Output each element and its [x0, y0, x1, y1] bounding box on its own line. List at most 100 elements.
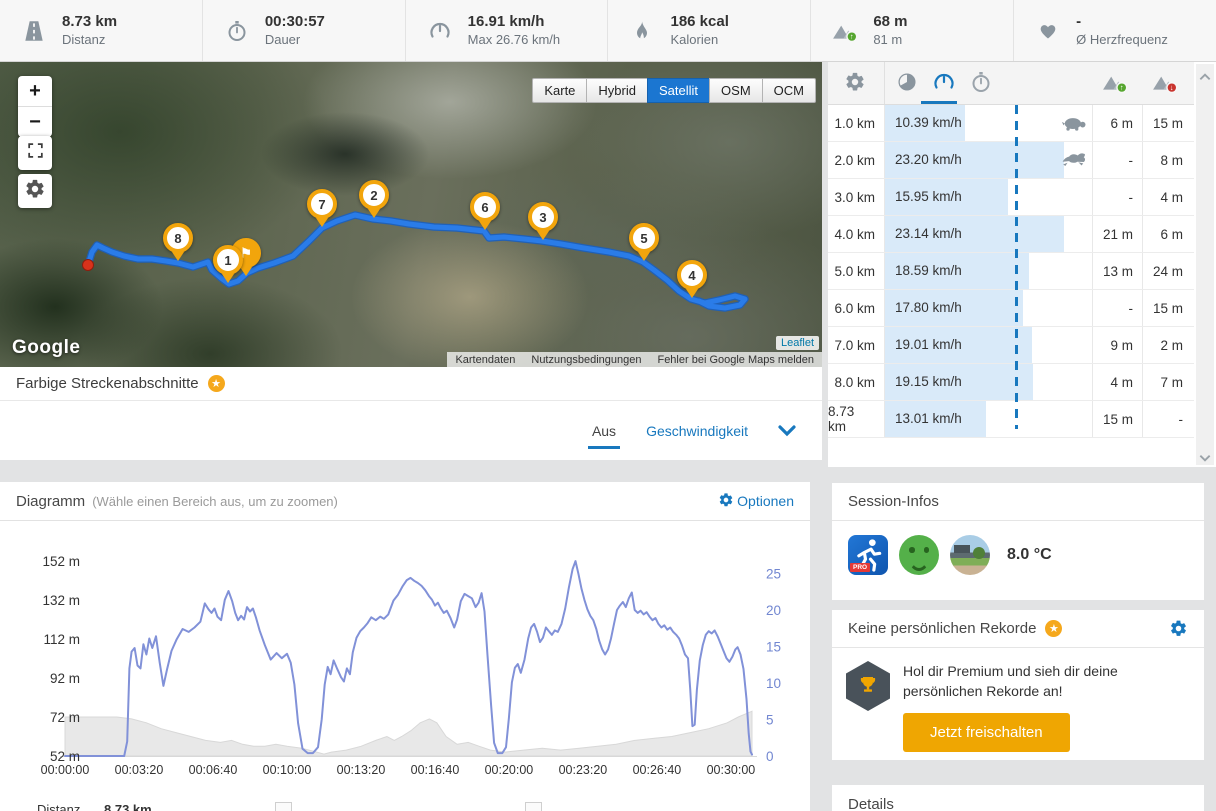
split-speed-value: 18.59 km/h — [895, 263, 962, 278]
km-marker-2[interactable]: 2 — [359, 180, 389, 220]
gear-icon[interactable] — [844, 71, 866, 98]
split-speed-value: 23.14 km/h — [895, 226, 962, 241]
map-zoom-control: + − — [18, 76, 52, 137]
svg-text:152 m: 152 m — [42, 554, 80, 569]
km-marker-label: 5 — [629, 223, 659, 253]
split-speed-bar — [885, 290, 1023, 326]
km-marker-label: 4 — [677, 260, 707, 290]
marker-tail — [638, 252, 650, 261]
svg-text:10: 10 — [766, 676, 781, 691]
active-tab-underline — [587, 445, 621, 449]
elevation-loss-column-icon: ↓ — [1152, 70, 1178, 99]
stat-text: 68 m 81 m — [873, 13, 907, 48]
svg-text:00:26:40: 00:26:40 — [633, 763, 682, 777]
tab-aus[interactable]: Aus — [587, 422, 621, 449]
split-speed-cell: 10.39 km/h — [884, 105, 1092, 141]
split-row-6.0: 6.0 km 17.80 km/h -15 m — [828, 290, 1194, 327]
km-marker-3[interactable]: 3 — [528, 202, 558, 242]
km-marker-8[interactable]: 8 — [163, 223, 193, 263]
stat-value: 00:30:57 — [264, 13, 325, 30]
route-polyline — [84, 211, 749, 312]
map-attribution: Kartendaten Nutzungsbedingungen Fehler bei… — [447, 352, 822, 367]
records-body: Hol dir Premium und sieh dir deine persö… — [832, 648, 1204, 752]
attribution-fehler-melden[interactable]: Fehler bei Google Maps melden — [657, 353, 814, 366]
svg-text:00:00:00: 00:00:00 — [41, 763, 90, 777]
activity-chart[interactable]: 152 m 132 m 112 m 92 m 72 m 52 m 25 20 15 10 5 0 00:… — [0, 482, 810, 811]
split-speed-bar — [885, 401, 986, 437]
svg-text:00:03:20: 00:03:20 — [115, 763, 164, 777]
scroll-down-icon[interactable] — [1198, 450, 1212, 462]
speed-toggle[interactable] — [929, 70, 959, 98]
split-speed-cell: 13.01 km/h — [884, 401, 1092, 437]
svg-text:72 m: 72 m — [50, 710, 80, 725]
legend-checkbox-2[interactable] — [525, 802, 542, 811]
fullscreen-button[interactable] — [18, 136, 52, 170]
split-speed-value: 19.15 km/h — [895, 374, 962, 389]
layer-button-satellit[interactable]: Satellit — [647, 78, 711, 103]
runtastic-pro-app-icon[interactable]: PRO — [848, 535, 888, 575]
split-speed-value: 17.80 km/h — [895, 300, 962, 315]
svg-text:5: 5 — [766, 713, 774, 728]
split-speed-bar — [885, 364, 1034, 400]
road-icon — [20, 17, 48, 45]
layer-button-osm[interactable]: OSM — [709, 78, 763, 103]
colored-segments-header: Farbige Streckenabschnitte — [0, 367, 822, 401]
layer-button-ocm[interactable]: OCM — [761, 78, 816, 103]
stat-cell-kalorien: 186 kcal Kalorien — [607, 0, 810, 61]
splits-scrollbar[interactable] — [1196, 64, 1214, 465]
average-speed-line — [1015, 105, 1018, 429]
mood-happy-icon[interactable] — [899, 535, 939, 575]
km-marker-5[interactable]: 5 — [629, 223, 659, 263]
surface-park-icon[interactable] — [950, 535, 990, 575]
diagram-header: Diagramm (Wähle einen Bereich aus, um zu… — [0, 482, 810, 521]
turtle-icon — [1061, 113, 1087, 136]
records-title: Keine persönlichen Rekorde — [848, 620, 1037, 637]
zoom-out-button[interactable]: − — [18, 106, 52, 137]
km-marker-6[interactable]: 6 — [470, 192, 500, 232]
elevation-gain-icon: ↑ — [831, 17, 859, 45]
diagram-panel: 152 m 132 m 112 m 92 m 72 m 52 m 25 20 15 10 5 0 00:… — [0, 482, 810, 811]
details-panel: Details — [832, 785, 1204, 811]
speedometer-icon — [426, 17, 454, 45]
options-button[interactable]: Optionen — [718, 492, 794, 511]
marker-tail — [368, 209, 380, 218]
stat-cell-max-26-76-km-h: 16.91 km/h Max 26.76 km/h — [404, 0, 608, 61]
split-descent: 4 m — [1142, 179, 1192, 215]
legend-checkbox-1[interactable] — [275, 802, 292, 811]
tab-geschwindigkeit[interactable]: Geschwindigkeit — [646, 422, 748, 439]
split-speed-value: 23.20 km/h — [895, 152, 962, 167]
summary-stat-bar: 8.73 km Distanz 00:30:57 Dauer 16.91 km/h Max… — [0, 0, 1216, 62]
km-marker-1[interactable]: 1 — [213, 245, 243, 285]
stat-label: Max 26.76 km/h — [467, 31, 561, 47]
km-marker-7[interactable]: 7 — [307, 189, 337, 229]
duration-toggle[interactable] — [966, 70, 996, 98]
layer-button-karte[interactable]: Karte — [532, 78, 588, 103]
stat-value: 8.73 km — [62, 13, 118, 30]
km-marker-4[interactable]: 4 — [677, 260, 707, 300]
chevron-down-icon[interactable] — [778, 424, 796, 437]
split-descent: 8 m — [1142, 142, 1192, 178]
svg-text:15: 15 — [766, 640, 781, 655]
zoom-in-button[interactable]: + — [29, 79, 41, 102]
attribution-nutzungsbedingungen[interactable]: Nutzungsbedingungen — [531, 353, 642, 366]
stat-text: 186 kcal Kalorien — [670, 13, 728, 48]
google-logo[interactable]: Google — [12, 337, 81, 358]
svg-text:25: 25 — [766, 567, 781, 582]
pace-toggle[interactable] — [892, 70, 922, 98]
split-speed-cell: 23.20 km/h — [884, 142, 1092, 178]
split-speed-cell: 19.15 km/h — [884, 364, 1092, 400]
layer-button-hybrid[interactable]: Hybrid — [586, 78, 648, 103]
tab-aus-label: Aus — [591, 422, 617, 439]
leaflet-attribution-link[interactable]: Leaflet — [775, 336, 819, 350]
split-row-5.0: 5.0 km 18.59 km/h 13 m 24 m — [828, 253, 1194, 290]
session-infos-panel: Session-Infos PRO 8.0 °C — [832, 483, 1204, 600]
svg-text:0: 0 — [766, 749, 774, 764]
stopwatch-icon — [223, 17, 251, 45]
unlock-now-button[interactable]: Jetzt freischalten — [903, 712, 1070, 752]
gear-icon[interactable] — [1169, 619, 1188, 638]
premium-star-icon — [1045, 620, 1063, 637]
scroll-up-icon[interactable] — [1198, 69, 1212, 80]
map-settings-button[interactable] — [18, 174, 52, 208]
